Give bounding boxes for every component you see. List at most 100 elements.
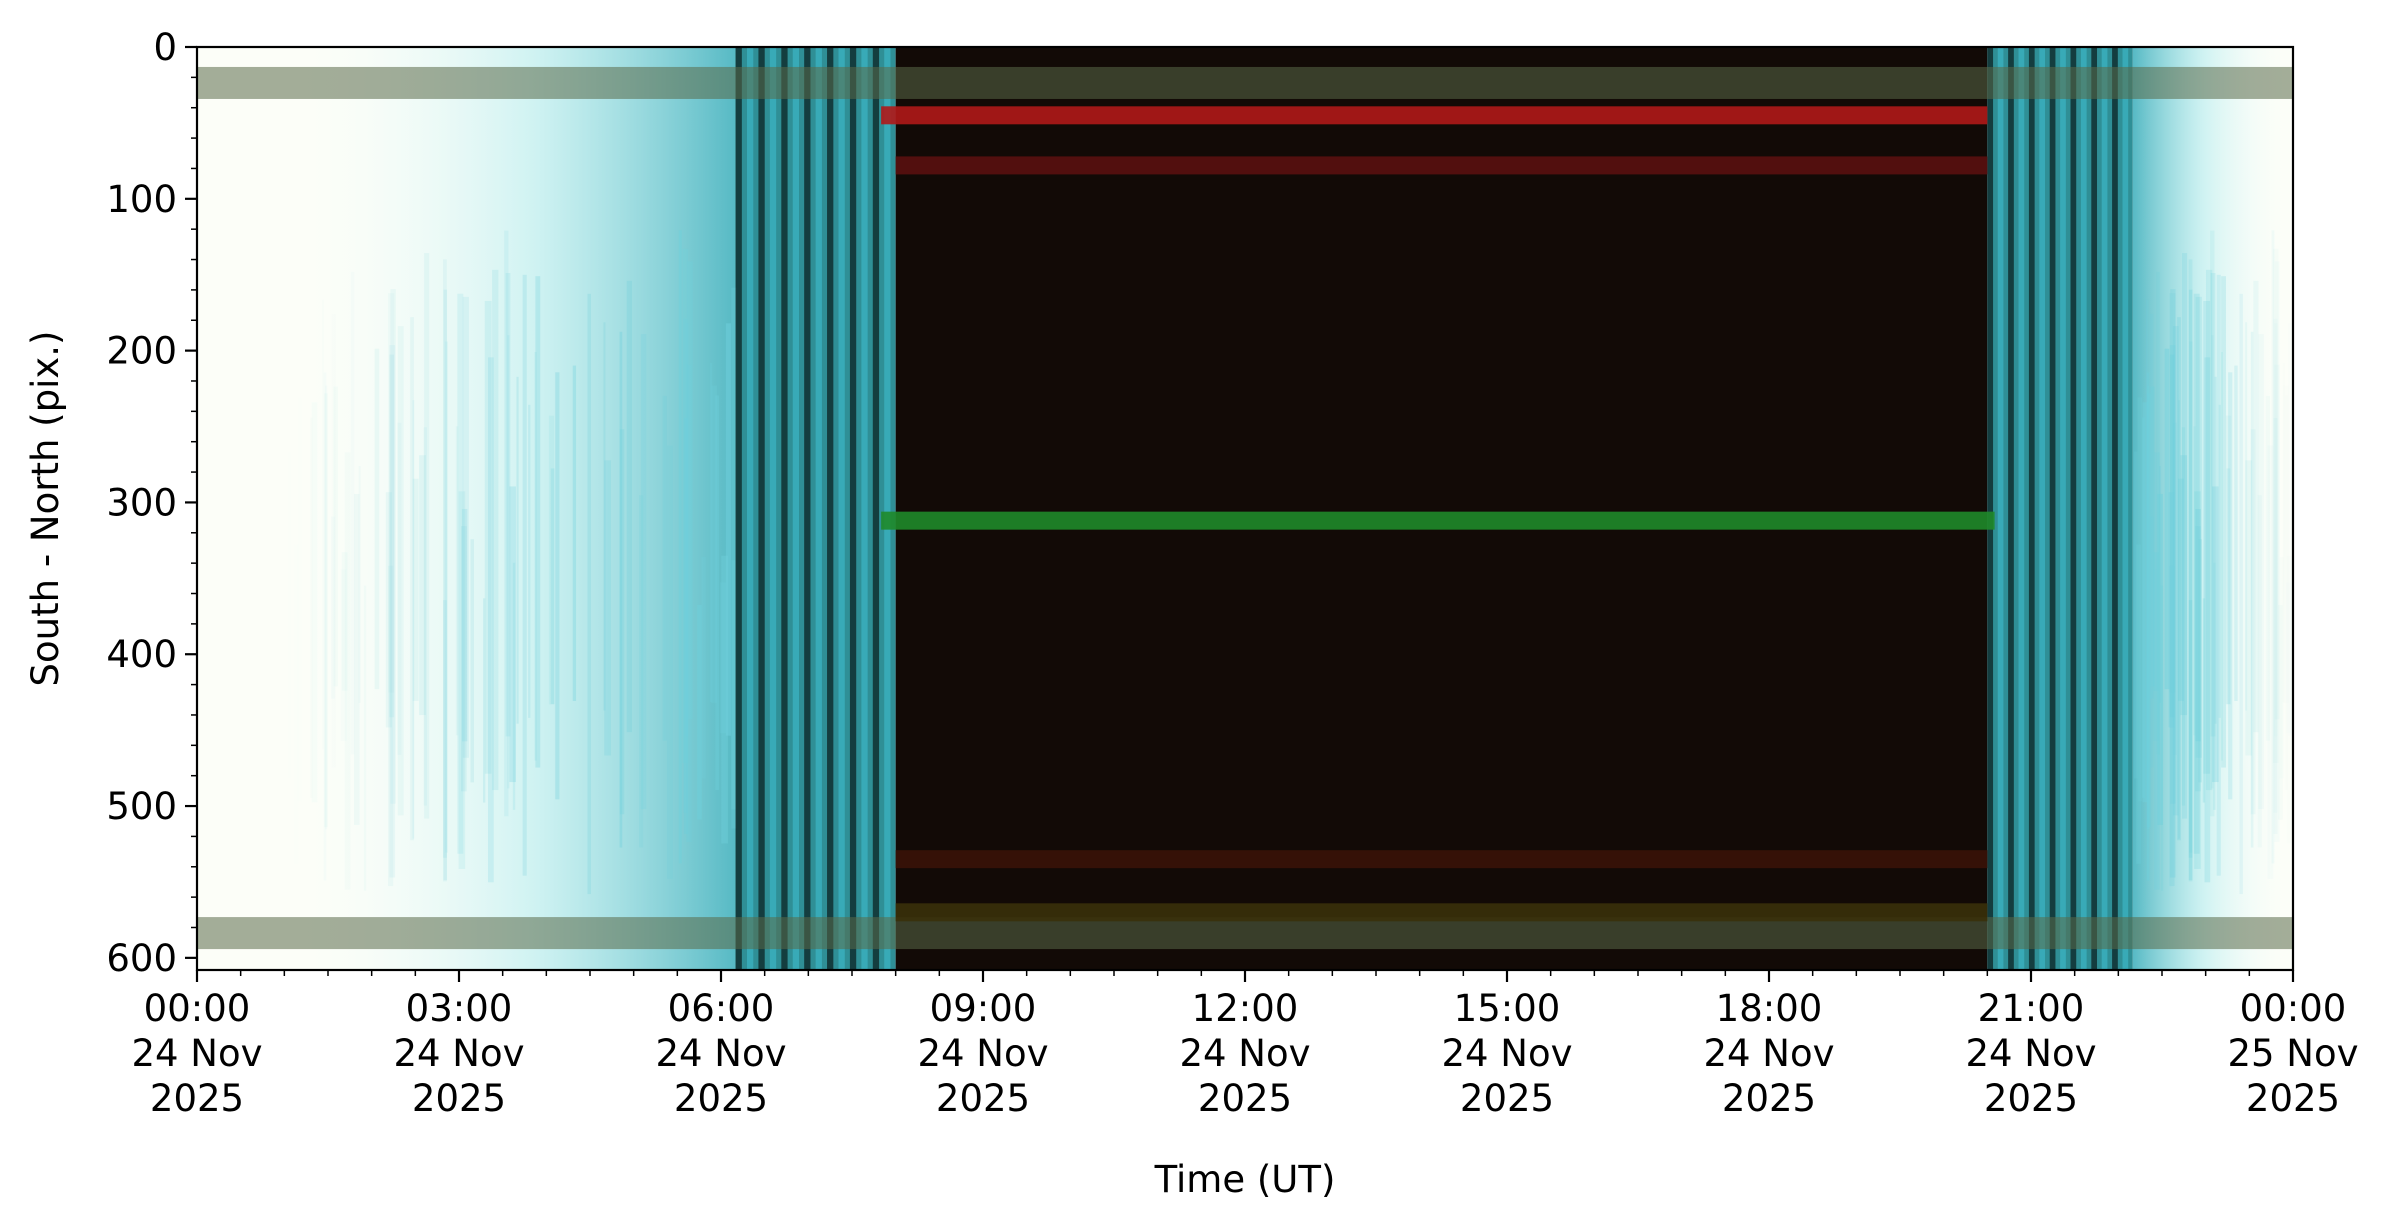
x-tick-label: 00:00 <box>2240 987 2347 1030</box>
day-left-streak <box>662 395 667 741</box>
day-right-streak <box>2203 300 2211 774</box>
day-left-streak <box>363 585 367 891</box>
day-left-streak <box>507 335 510 789</box>
day-left-streak <box>640 334 647 810</box>
day-right-streak <box>2195 508 2201 742</box>
day-left-streak <box>443 259 447 882</box>
day-right-streak <box>2274 261 2280 720</box>
day-left-streak <box>492 269 499 791</box>
day-left-streak <box>488 357 494 883</box>
day-left-streak <box>341 552 348 691</box>
day-left-streak <box>388 565 394 887</box>
day-left-streak <box>509 486 516 783</box>
day-left-streak <box>444 341 448 853</box>
day-left-streak <box>512 562 516 810</box>
day-right-streak <box>2283 363 2285 702</box>
x-tick-label: 24 Nov <box>131 1032 262 1075</box>
day-left-streak <box>482 598 486 803</box>
day-left-streak <box>374 348 380 690</box>
day-left-streak <box>443 600 447 858</box>
day-left-streak <box>709 363 713 702</box>
day-right-streak <box>2141 417 2146 798</box>
day-right-streak <box>2250 429 2256 815</box>
dusk-stripe <box>815 47 822 970</box>
x-tick-label: 2025 <box>412 1077 506 1120</box>
day-left-streak <box>683 318 688 813</box>
day-right-glow <box>2132 47 2292 970</box>
day-left-streak <box>388 293 395 693</box>
day-right-streak <box>2153 552 2159 691</box>
dawn-stripe <box>2070 47 2077 970</box>
day-right-streak <box>2198 539 2202 783</box>
day-right-streak <box>2150 386 2155 687</box>
day-right-streak <box>2218 404 2221 718</box>
day-left-streak <box>389 354 395 718</box>
day-left-streak <box>351 272 355 754</box>
day-left-streak <box>397 422 402 755</box>
day-right-streak <box>2204 357 2211 883</box>
day-left-streak <box>423 427 427 806</box>
day-right-streak <box>2205 269 2213 791</box>
day-right-streak <box>2274 364 2280 842</box>
day-right-streak <box>2156 271 2160 755</box>
dawn-stripe <box>2060 47 2066 970</box>
x-tick-label: 24 Nov <box>1965 1032 2096 1075</box>
day-right-streak <box>2225 415 2232 705</box>
day-right-streak <box>2169 345 2176 878</box>
y-tick-label: 200 <box>106 330 177 373</box>
day-right-streak <box>2267 446 2273 879</box>
x-tick-label: 2025 <box>1984 1077 2078 1120</box>
y-axis-label: South - North (pix.) <box>24 331 67 687</box>
day-right-streak <box>2177 400 2180 839</box>
day-left-glow <box>284 47 736 970</box>
x-tick-label: 24 Nov <box>655 1032 786 1075</box>
day-left-streak <box>419 455 426 716</box>
day-right-streak <box>2147 385 2150 830</box>
dawn-stripe <box>2049 47 2056 970</box>
day-right-streak <box>2202 598 2206 803</box>
day-right-streak <box>2271 230 2275 864</box>
y-tick-label: 400 <box>106 633 177 676</box>
x-tick-label: 24 Nov <box>1703 1032 1834 1075</box>
day-left-streak <box>604 460 612 756</box>
day-right-streak <box>2265 395 2271 741</box>
x-tick-label: 21:00 <box>1978 987 2085 1030</box>
day-right-streak <box>2273 418 2278 834</box>
day-right-streak <box>2257 495 2262 848</box>
day-right-streak <box>2210 230 2215 817</box>
day-left-streak <box>412 400 415 839</box>
day-right-streak <box>2146 372 2150 881</box>
day-right-streak <box>2194 491 2201 869</box>
day-right-streak <box>2194 526 2201 792</box>
y-tick-label: 0 <box>153 26 177 69</box>
dusk-stripe <box>884 47 891 970</box>
x-tick-label: 24 Nov <box>1179 1032 1310 1075</box>
dawn-stripe <box>2008 47 2014 970</box>
day-right-streak <box>2136 544 2141 864</box>
band <box>895 156 1988 175</box>
day-left-streak <box>324 393 328 828</box>
dusk-stripe <box>735 47 742 970</box>
dusk-stripe <box>746 47 754 970</box>
y-tick-label: 500 <box>106 785 177 828</box>
day-right-streak <box>2164 348 2170 690</box>
x-tick-label: 24 Nov <box>393 1032 524 1075</box>
day-right-streak <box>2178 478 2184 701</box>
day-left-streak <box>555 372 560 800</box>
day-left-streak <box>721 555 728 844</box>
day-right-streak <box>2278 604 2283 820</box>
day-left-streak <box>667 445 673 879</box>
day-right-streak <box>2211 335 2214 789</box>
day-left-streak <box>310 418 313 798</box>
dawn-stripe <box>1997 47 2004 970</box>
day-left-streak <box>619 429 625 815</box>
dawn-stripe <box>2018 47 2025 970</box>
day-left-streak <box>358 465 361 703</box>
edge-band <box>197 66 2293 99</box>
dusk-stripe <box>769 47 777 970</box>
day-right-streak <box>2188 259 2193 882</box>
x-tick-label: 06:00 <box>668 987 775 1030</box>
day-left-streak <box>725 323 731 736</box>
x-tick-label: 15:00 <box>1454 987 1561 1030</box>
day-left-streak <box>528 404 531 718</box>
